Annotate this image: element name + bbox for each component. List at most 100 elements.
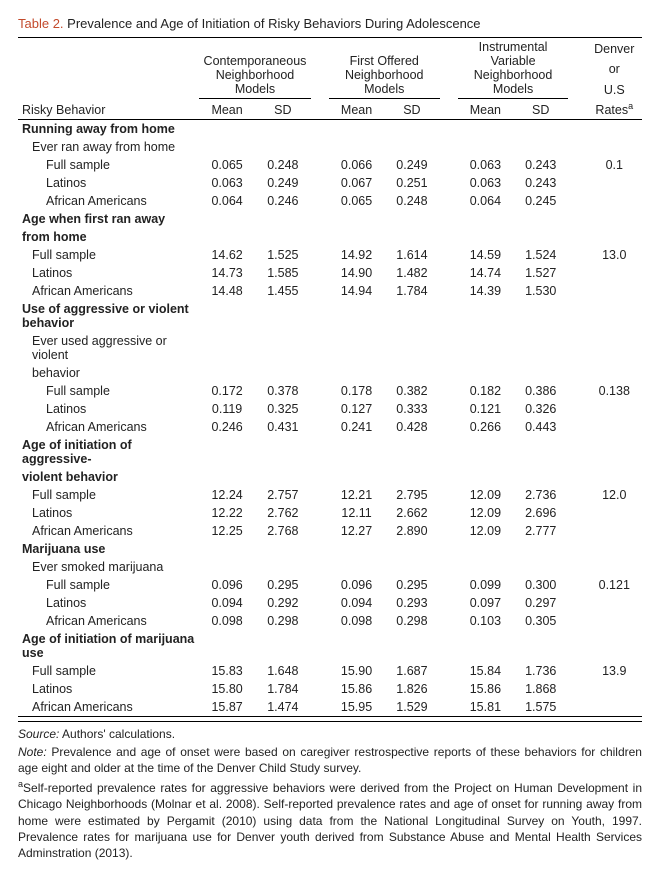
cell: 2.736 xyxy=(513,486,568,504)
cell: 2.777 xyxy=(513,522,568,540)
cell: 0.127 xyxy=(329,400,384,418)
cell: 12.09 xyxy=(458,522,513,540)
row-header-label: Risky Behavior xyxy=(18,99,199,120)
cell: 15.80 xyxy=(199,680,255,698)
section-header: Age when first ran away xyxy=(18,210,199,228)
cell: 0.098 xyxy=(199,612,255,630)
cell: 2.696 xyxy=(513,504,568,522)
cell: 0.428 xyxy=(384,418,439,436)
col-group-4-line3: U.S xyxy=(587,78,642,98)
cell: 0.1 xyxy=(587,156,642,174)
cell: 15.95 xyxy=(329,698,384,717)
row-label: Latinos xyxy=(18,594,199,612)
cell: 0.103 xyxy=(458,612,513,630)
section-header: Use of aggressive or violent behavior xyxy=(18,300,199,332)
table-row: African Americans12.252.76812.272.89012.… xyxy=(18,522,642,540)
cell: 1.474 xyxy=(255,698,311,717)
cell: 15.83 xyxy=(199,662,255,680)
cell: 14.92 xyxy=(329,246,384,264)
mean-header: Mean xyxy=(199,99,255,120)
col-group-1: Contemporaneous Neighborhood Models xyxy=(199,38,311,99)
cell: 1.826 xyxy=(384,680,439,698)
table-row: Full sample0.0650.2480.0660.2490.0630.24… xyxy=(18,156,642,174)
cell: 14.48 xyxy=(199,282,255,300)
section-subheader: Ever used aggressive or violent xyxy=(18,332,199,364)
cell: 0.249 xyxy=(384,156,439,174)
cell: 0.378 xyxy=(255,382,311,400)
cell: 2.890 xyxy=(384,522,439,540)
cell: 15.81 xyxy=(458,698,513,717)
row-label: African Americans xyxy=(18,612,199,630)
cell: 0.099 xyxy=(458,576,513,594)
cell: 12.24 xyxy=(199,486,255,504)
cell: 0.243 xyxy=(513,174,568,192)
cell: 0.246 xyxy=(255,192,311,210)
cell: 0.063 xyxy=(199,174,255,192)
cell: 12.21 xyxy=(329,486,384,504)
cell: 2.757 xyxy=(255,486,311,504)
cell: 1.525 xyxy=(255,246,311,264)
cell: 0.305 xyxy=(513,612,568,630)
table-row: Latinos15.801.78415.861.82615.861.868 xyxy=(18,680,642,698)
sd-header: SD xyxy=(384,99,439,120)
cell: 1.784 xyxy=(255,680,311,698)
row-label: African Americans xyxy=(18,522,199,540)
table-row: African Americans0.2460.4310.2410.4280.2… xyxy=(18,418,642,436)
cell: 0.121 xyxy=(587,576,642,594)
cell: 14.94 xyxy=(329,282,384,300)
cell: 1.585 xyxy=(255,264,311,282)
section-header: Age of initiation of aggressive- xyxy=(18,436,199,468)
cell: 0.067 xyxy=(329,174,384,192)
cell: 1.736 xyxy=(513,662,568,680)
row-label: Full sample xyxy=(18,156,199,174)
col-group-4-line2: or xyxy=(587,58,642,78)
cell: 12.0 xyxy=(587,486,642,504)
cell: 0.248 xyxy=(255,156,311,174)
row-label: Latinos xyxy=(18,504,199,522)
cell: 1.784 xyxy=(384,282,439,300)
cell: 2.768 xyxy=(255,522,311,540)
cell: 15.86 xyxy=(329,680,384,698)
footnote-a: Self-reported prevalence rates for aggre… xyxy=(18,781,642,860)
cell xyxy=(587,522,642,540)
cell xyxy=(587,504,642,522)
cell: 1.648 xyxy=(255,662,311,680)
cell xyxy=(587,192,642,210)
table-title: Table 2. Prevalence and Age of Initiatio… xyxy=(18,16,642,31)
cell: 0.431 xyxy=(255,418,311,436)
table-row: African Americans0.0640.2460.0650.2480.0… xyxy=(18,192,642,210)
cell: 0.266 xyxy=(458,418,513,436)
cell: 0.298 xyxy=(384,612,439,630)
cell: 0.333 xyxy=(384,400,439,418)
cell: 14.62 xyxy=(199,246,255,264)
row-label: Full sample xyxy=(18,486,199,504)
sd-header: SD xyxy=(513,99,568,120)
cell: 14.74 xyxy=(458,264,513,282)
cell xyxy=(587,612,642,630)
table-row: Full sample0.0960.2950.0960.2950.0990.30… xyxy=(18,576,642,594)
cell: 0.295 xyxy=(384,576,439,594)
cell: 12.09 xyxy=(458,504,513,522)
sd-header: SD xyxy=(255,99,311,120)
table-row: African Americans0.0980.2980.0980.2980.1… xyxy=(18,612,642,630)
cell: 1.868 xyxy=(513,680,568,698)
section-header: Age of initiation of marijuana use xyxy=(18,630,199,662)
table-row: Latinos0.0940.2920.0940.2930.0970.297 xyxy=(18,594,642,612)
mean-header: Mean xyxy=(458,99,513,120)
cell: 0.297 xyxy=(513,594,568,612)
cell: 0.241 xyxy=(329,418,384,436)
cell: 13.9 xyxy=(587,662,642,680)
section-header: Marijuana use xyxy=(18,540,199,558)
cell: 0.121 xyxy=(458,400,513,418)
section-header: violent behavior xyxy=(18,468,199,486)
cell: 0.326 xyxy=(513,400,568,418)
cell xyxy=(587,698,642,717)
cell: 12.27 xyxy=(329,522,384,540)
footnotes: Source: Authors' calculations. Note: Pre… xyxy=(18,721,642,862)
cell: 0.064 xyxy=(199,192,255,210)
cell: 0.065 xyxy=(199,156,255,174)
source-label: Source: xyxy=(18,727,59,741)
cell: 14.59 xyxy=(458,246,513,264)
cell: 0.243 xyxy=(513,156,568,174)
table-row: Latinos14.731.58514.901.48214.741.527 xyxy=(18,264,642,282)
